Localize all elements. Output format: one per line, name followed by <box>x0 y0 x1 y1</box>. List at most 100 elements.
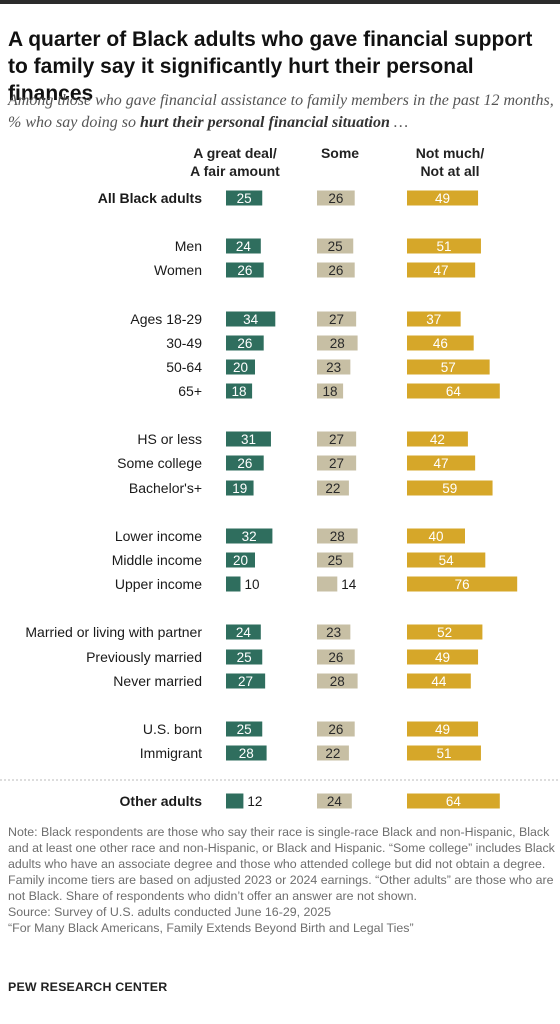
data-label-ages-18-29-s0: 34 <box>243 312 259 327</box>
legend-notmuch: Not much/ Not at all <box>405 144 495 180</box>
row-label-u-s-born: U.S. born <box>143 721 202 737</box>
data-label-lower-income-s1: 28 <box>330 529 345 544</box>
bar-ages-18-29-s0 <box>226 311 276 327</box>
data-label-65-s0: 18 <box>232 384 247 399</box>
data-label-hs-or-less-s0: 31 <box>241 432 256 447</box>
bar-50-64-s0 <box>226 359 255 375</box>
bar-bachelor-s-s1 <box>317 480 349 496</box>
bar-never-married-s1 <box>317 673 358 689</box>
bar-hs-or-less-s1 <box>317 431 357 447</box>
source-text: Source: Survey of U.S. adults conducted … <box>8 905 332 919</box>
data-label-upper-income-s0: 10 <box>245 577 260 592</box>
bar-upper-income-s1 <box>317 576 338 592</box>
data-label-bachelor-s-s2: 59 <box>442 481 457 496</box>
data-label-bachelor-s-s1: 22 <box>325 481 340 496</box>
bar-other-adults-s2 <box>407 793 500 809</box>
row-label-30-49: 30-49 <box>166 335 202 351</box>
data-label-men-s0: 24 <box>236 239 252 254</box>
bar-30-49-s1 <box>317 335 358 351</box>
subtitle-ellipsis: … <box>389 114 409 131</box>
legend-great: A great deal/ A fair amount <box>175 144 295 180</box>
data-label-married-or-living-with-partner-s0: 24 <box>236 625 252 640</box>
bar-all-black-adults-s0 <box>226 190 263 206</box>
row-label-other-adults: Other adults <box>120 793 203 809</box>
bar-immigrant-s2 <box>407 745 481 761</box>
bar-u-s-born-s0 <box>226 721 263 737</box>
data-label-some-college-s2: 47 <box>434 456 449 471</box>
bar-65-s0 <box>226 383 253 399</box>
data-label-65-s2: 64 <box>446 384 462 399</box>
bar-lower-income-s1 <box>317 528 358 544</box>
bar-all-black-adults-s2 <box>407 190 479 206</box>
data-label-30-49-s2: 46 <box>433 336 448 351</box>
data-label-u-s-born-s0: 25 <box>237 722 252 737</box>
bar-50-64-s2 <box>407 359 490 375</box>
data-label-women-s0: 26 <box>237 263 252 278</box>
data-label-middle-income-s2: 54 <box>439 553 455 568</box>
data-label-lower-income-s2: 40 <box>428 529 443 544</box>
data-label-men-s2: 51 <box>436 239 451 254</box>
legend-some-line-1: Some <box>320 145 360 161</box>
legend-notmuch-line-1: Not much/ <box>415 145 485 161</box>
row-label-immigrant: Immigrant <box>140 745 202 761</box>
row-label-all-black-adults: All Black adults <box>98 190 202 206</box>
data-label-never-married-s2: 44 <box>431 674 447 689</box>
bar-hs-or-less-s0 <box>226 431 271 447</box>
data-label-women-s2: 47 <box>434 263 449 278</box>
data-label-immigrant-s0: 28 <box>239 746 254 761</box>
bar-u-s-born-s2 <box>407 721 479 737</box>
data-label-hs-or-less-s2: 42 <box>430 432 445 447</box>
data-label-u-s-born-s2: 49 <box>435 722 450 737</box>
bar-immigrant-s0 <box>226 745 267 761</box>
bar-other-adults-s0 <box>226 793 244 809</box>
data-label-never-married-s1: 28 <box>330 674 345 689</box>
bar-never-married-s0 <box>226 673 266 689</box>
data-label-30-49-s1: 28 <box>330 336 345 351</box>
row-label-65: 65+ <box>178 383 202 399</box>
legend-notmuch-line-2: Not at all <box>420 163 480 179</box>
bar-lower-income-s2 <box>407 528 465 544</box>
bar-middle-income-s0 <box>226 552 255 568</box>
bar-previously-married-s1 <box>317 649 355 665</box>
data-label-upper-income-s2: 76 <box>455 577 470 592</box>
legend-great-line-2: A fair amount <box>190 163 280 179</box>
bar-men-s2 <box>407 238 481 254</box>
data-label-50-64-s0: 20 <box>233 360 248 375</box>
row-label-bachelor-s: Bachelor's+ <box>129 480 202 496</box>
bar-married-or-living-with-partner-s1 <box>317 624 351 640</box>
bar-ages-18-29-s1 <box>317 311 357 327</box>
data-label-ages-18-29-s2: 37 <box>426 312 441 327</box>
data-label-middle-income-s1: 25 <box>328 553 343 568</box>
data-label-other-adults-s0: 12 <box>247 794 262 809</box>
data-label-middle-income-s0: 20 <box>233 553 248 568</box>
brand-logo-text: PEW RESEARCH CENTER <box>8 980 168 994</box>
bar-women-s2 <box>407 262 476 278</box>
data-label-some-college-s1: 27 <box>329 456 344 471</box>
bar-married-or-living-with-partner-s2 <box>407 624 483 640</box>
row-label-lower-income: Lower income <box>115 528 202 544</box>
data-label-all-black-adults-s0: 25 <box>237 191 252 206</box>
footnote: Note: Black respondents are those who sa… <box>8 824 556 936</box>
row-label-married-or-living-with-partner: Married or living with partner <box>25 624 202 640</box>
bar-all-black-adults-s1 <box>317 190 355 206</box>
bar-middle-income-s1 <box>317 552 354 568</box>
data-label-lower-income-s0: 32 <box>242 529 257 544</box>
bar-65-s1 <box>317 383 344 399</box>
bar-immigrant-s1 <box>317 745 349 761</box>
legend-great-line-1: A great deal/ <box>193 145 277 161</box>
data-label-bachelor-s-s0: 19 <box>232 481 247 496</box>
bar-women-s0 <box>226 262 264 278</box>
subtitle-text: Among those who gave financial assistanc… <box>8 92 554 131</box>
bar-u-s-born-s1 <box>317 721 355 737</box>
bar-65-s2 <box>407 383 500 399</box>
bar-upper-income-s0 <box>226 576 241 592</box>
data-label-other-adults-s1: 24 <box>327 794 343 809</box>
data-label-all-black-adults-s1: 26 <box>328 191 343 206</box>
row-label-men: Men <box>175 238 202 254</box>
bar-hs-or-less-s2 <box>407 431 468 447</box>
bar-middle-income-s2 <box>407 552 486 568</box>
bar-men-s1 <box>317 238 354 254</box>
bar-lower-income-s0 <box>226 528 273 544</box>
bar-men-s0 <box>226 238 261 254</box>
row-label-hs-or-less: HS or less <box>137 431 202 447</box>
